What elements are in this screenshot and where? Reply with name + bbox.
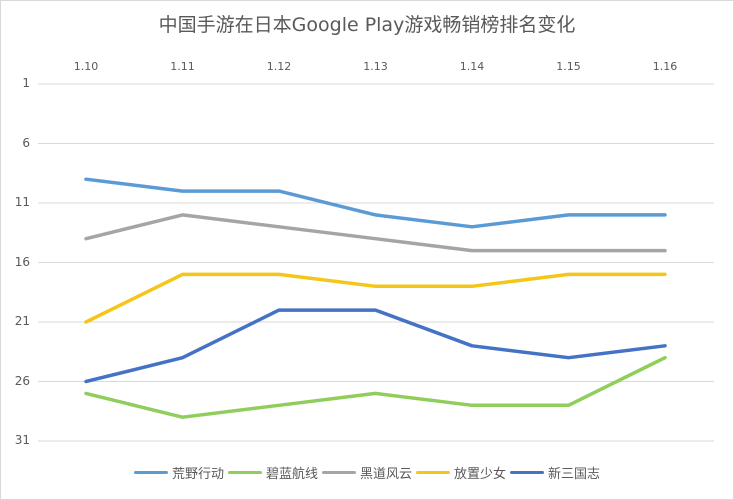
x-tick-label: 1.16 [652, 60, 678, 73]
y-tick-label: 26 [14, 373, 30, 388]
legend-item: 荒野行动 [133, 463, 224, 482]
series-lines [84, 177, 667, 419]
y-tick-label: 21 [14, 314, 30, 328]
legend-item: 新三国志 [510, 463, 600, 482]
y-tick-label: 16 [14, 254, 30, 269]
series-line [84, 177, 667, 229]
legend-item: 放置少女 [416, 463, 506, 482]
legend-swatch-icon [416, 471, 450, 474]
series-line [84, 355, 667, 419]
legend-item: 碧蓝航线 [227, 463, 318, 482]
legend-label: 放置少女 [454, 467, 507, 482]
series-line [84, 272, 667, 324]
legend: 荒野行动 碧蓝航线 黑道风云 放置少女 新三国志 [0, 463, 734, 482]
gridlines [38, 83, 714, 442]
x-tick-label: 1.10 [73, 60, 99, 73]
x-tick-label: 1.15 [556, 60, 581, 73]
legend-item: 黑道风云 [321, 463, 412, 482]
y-tick-label: 11 [14, 195, 30, 209]
y-tick-label: 6 [22, 135, 30, 150]
legend-label: 黑道风云 [359, 467, 412, 482]
x-tick-label: 1.12 [266, 60, 292, 73]
legend-label: 碧蓝航线 [265, 467, 318, 482]
series-line [84, 213, 667, 253]
x-tick-label: 1.14 [459, 60, 485, 73]
series-line [84, 308, 667, 384]
legend-swatch-icon [133, 471, 168, 474]
y-tick-label: 31 [14, 433, 30, 447]
legend-swatch-icon [227, 471, 262, 474]
x-tick-label: 1.11 [170, 60, 195, 73]
legend-label: 新三国志 [548, 467, 601, 482]
x-tick-label: 1.13 [363, 60, 388, 73]
legend-swatch-icon [321, 471, 356, 474]
legend-label: 荒野行动 [171, 467, 224, 482]
y-tick-label: 1 [22, 76, 30, 90]
legend-swatch-icon [510, 471, 545, 474]
chart-title: 中国手游在日本Google Play游戏畅销榜排名变化 [158, 14, 576, 36]
